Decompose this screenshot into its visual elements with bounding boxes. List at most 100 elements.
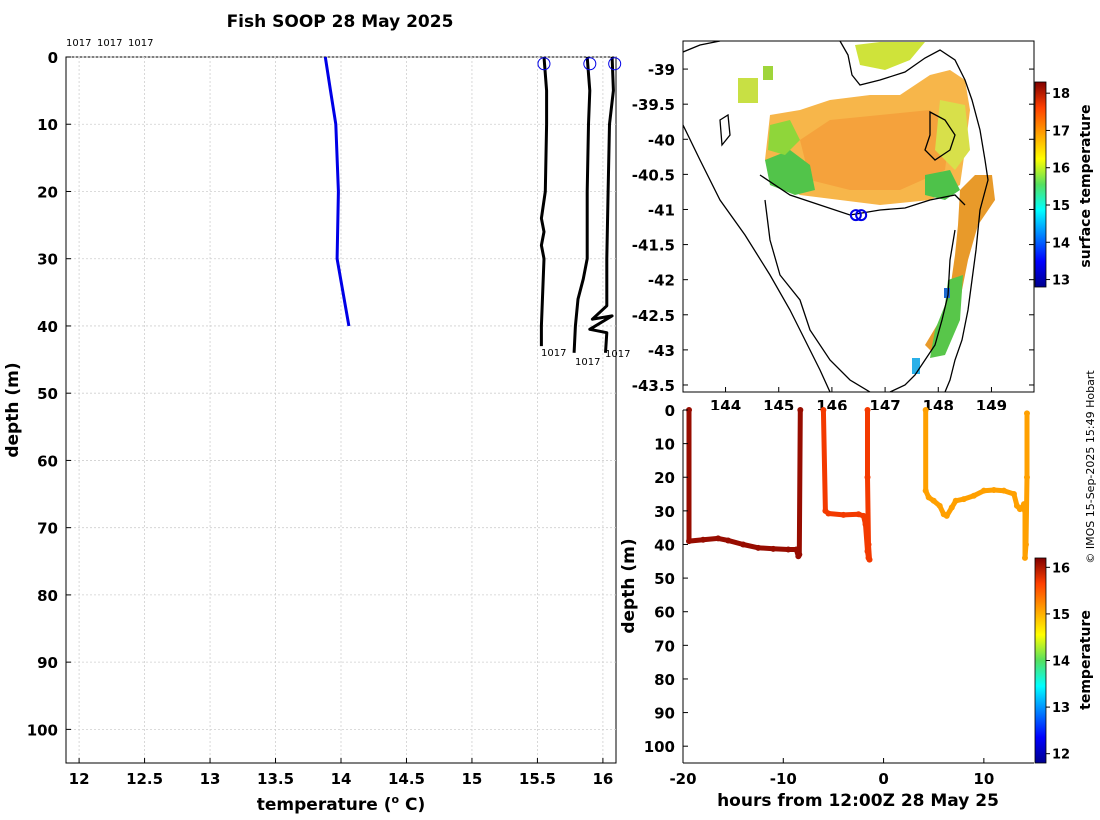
map-y-tick-label: -43.5 <box>632 377 675 395</box>
profile-end-labels: 1017 1017 1017 <box>541 348 630 368</box>
cast-start-marker <box>583 57 597 71</box>
map-colorbar-label: surface temperature <box>1078 104 1094 267</box>
x-tick-label: 16 <box>592 770 613 788</box>
ts-point <box>1023 410 1030 417</box>
ts-point <box>948 504 955 511</box>
x-tick-label: 12 <box>69 770 90 788</box>
y-tick-label: 100 <box>27 721 58 739</box>
sst-yellow-east <box>935 100 970 170</box>
x-tick-label: 13 <box>200 770 221 788</box>
map-y-tick-label: -42.5 <box>632 307 675 325</box>
ts-point <box>740 541 747 548</box>
sst-cool-west2 <box>768 120 800 155</box>
end-label-1: 1017 <box>541 348 566 359</box>
coast-king-island <box>719 113 731 147</box>
ts-y-tick-label: 30 <box>654 503 675 521</box>
ts-point <box>936 502 943 509</box>
ts-point <box>866 556 873 563</box>
ts-y-tick-label: 40 <box>654 536 675 554</box>
x-tick-label: 14 <box>331 770 352 788</box>
timeseries-y-axis-label: depth (m) <box>619 538 639 633</box>
end-label-3: 1017 <box>605 349 630 360</box>
ts-point <box>865 541 872 548</box>
ts-point <box>700 536 707 543</box>
ts-point <box>960 496 967 503</box>
ts-point <box>855 511 862 518</box>
profile-y-ticks: 0 10 20 30 40 50 60 70 80 90 100 <box>27 49 71 739</box>
sst-east-coast-strip <box>925 175 995 355</box>
y-tick-label: 80 <box>37 587 58 605</box>
y-tick-label: 30 <box>37 251 58 269</box>
coastlines <box>683 41 989 392</box>
sst-field <box>738 42 995 374</box>
map-y-tick-label: -39 <box>648 61 675 79</box>
y-tick-label: 20 <box>37 183 58 201</box>
timeseries-colorbar-label: temperature <box>1078 610 1094 710</box>
coast-tas-east <box>889 229 956 392</box>
xlabel-superscript: o <box>392 793 400 806</box>
map-cast-marker <box>849 209 862 222</box>
profile-line-cast3 <box>588 56 615 353</box>
map-y-tick-label: -41.5 <box>632 237 675 255</box>
ts-cb-tick-label: 16 <box>1052 561 1070 576</box>
coast-shelf <box>683 124 831 392</box>
x-tick-label: 15 <box>462 770 483 788</box>
x-tick-label: 15.5 <box>519 770 556 788</box>
ts-point <box>980 487 987 494</box>
timeseries-colorbar <box>1034 557 1047 764</box>
map-cb-tick-label: 14 <box>1052 236 1070 251</box>
ts-point <box>840 511 847 518</box>
ts-point <box>864 548 871 555</box>
ts-point <box>825 510 832 517</box>
ts-point <box>686 407 693 413</box>
map-cb-tick-label: 15 <box>1052 199 1070 214</box>
ts-cb-tick-label: 13 <box>1052 701 1070 716</box>
ts-y-tick-label: 90 <box>654 705 675 723</box>
ts-point <box>864 407 871 413</box>
ts-point <box>725 537 732 544</box>
profile-x-ticks: 12 12.5 13 13.5 14 14.5 15 15.5 16 <box>69 758 613 788</box>
timeseries-y-ticks: 0 10 20 30 40 50 60 70 80 90 100 <box>644 402 688 756</box>
profile-x-axis-label: temperature (o C) <box>257 793 426 815</box>
sst-cool-east <box>925 170 960 200</box>
ts-point <box>930 497 937 504</box>
ts-y-tick-label: 50 <box>654 570 675 588</box>
ts-point <box>860 512 867 519</box>
xlabel-part1: temperature ( <box>257 795 392 815</box>
y-tick-label: 10 <box>37 116 58 134</box>
sst-east-coast-south <box>930 275 963 358</box>
map-cast-marker <box>855 209 868 222</box>
ts-point <box>770 545 777 552</box>
map-y-tick-label: -43 <box>648 342 675 360</box>
map-cb-tick-label: 18 <box>1052 87 1070 102</box>
y-tick-label: 40 <box>37 318 58 336</box>
cast-start-marker <box>537 57 551 71</box>
ts-cb-tick-label: 15 <box>1052 608 1070 623</box>
ts-y-tick-label: 100 <box>644 738 675 756</box>
sst-cool-west <box>765 150 815 195</box>
timeseries-axes-box <box>683 410 1034 763</box>
ts-point <box>797 407 804 413</box>
ts-point <box>755 544 762 551</box>
ts-point <box>922 407 929 413</box>
ts-y-tick-label: 70 <box>654 637 675 655</box>
ts-point <box>686 538 693 545</box>
ts-cb-tick-label: 14 <box>1052 655 1070 670</box>
y-tick-label: 50 <box>37 385 58 403</box>
ts-point <box>1021 554 1028 561</box>
y-tick-label: 60 <box>37 452 58 470</box>
top-label-2: 1017 <box>97 38 122 49</box>
timeseries-colorbar-ticks: 12 13 14 15 16 <box>1046 561 1070 763</box>
ts-point <box>943 512 950 519</box>
timeseries-x-ticks: -20 -10 0 10 <box>669 758 994 788</box>
credit-text: © IMOS 15-Sep-2025 15:49 Hobart <box>1084 370 1097 564</box>
profile-grid <box>66 56 616 763</box>
map-y-tick-label: -40 <box>648 131 675 149</box>
coast-bay <box>924 110 956 161</box>
ts-point <box>1023 474 1030 481</box>
top-label-1: 1017 <box>66 38 91 49</box>
ts-point <box>715 535 722 542</box>
ts-point <box>796 551 803 558</box>
coast-tas-west <box>764 199 871 392</box>
